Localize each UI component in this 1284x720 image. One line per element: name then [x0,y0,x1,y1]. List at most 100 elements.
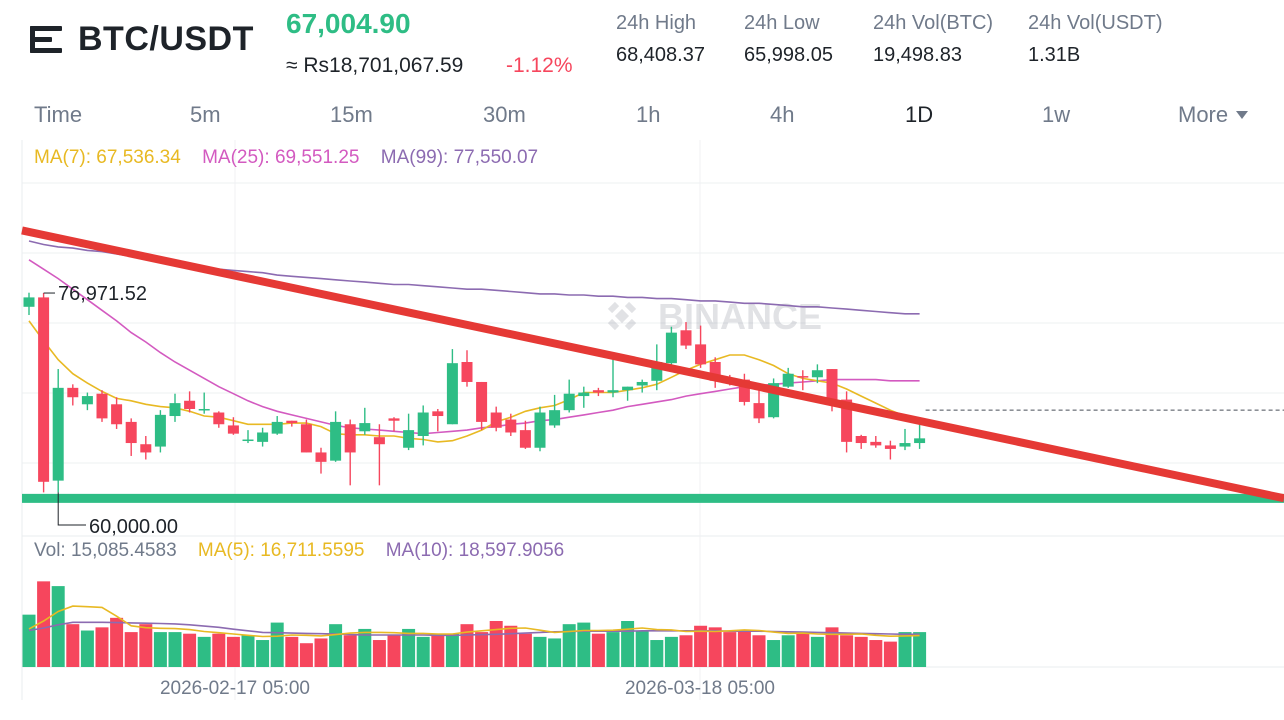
candle-body [709,362,721,381]
volume-bar [737,630,751,667]
volume-bar [504,625,518,667]
candle-body [359,423,371,432]
stat-label: 24h Low [744,12,820,34]
candle-body [841,399,853,442]
volume-bar [153,632,167,667]
candle-body [578,392,590,397]
volume-bar [489,621,503,667]
candle-body [111,404,123,425]
candle-body [140,444,152,453]
pair-title[interactable]: BTC/USDT [78,20,254,58]
tab-1w[interactable]: 1w [1042,102,1071,127]
candle [315,447,327,474]
low-marker-label: 60,000.00 [89,516,178,538]
candle [622,386,634,401]
candle [753,390,765,424]
stat-value: 19,498.83 [873,44,962,66]
legend-vol: Vol: 15,085.4583 [34,540,177,561]
tab-time[interactable]: Time [34,102,83,127]
candle-body [417,412,429,436]
volume-bar [810,636,824,667]
ticker-header: BTC/USDT 67,004.90 ≈ Rs18,701,067.59 -1.… [0,0,1284,92]
volume-bar [825,627,839,667]
volume-bar [445,633,459,667]
tab-more[interactable]: More [1178,102,1249,128]
candle-body [388,418,400,421]
candle-body [125,421,137,444]
tab-1d[interactable]: 1D [905,102,934,127]
candle-body [855,436,867,444]
volume-bar [22,614,36,667]
candle-body [490,412,502,428]
candle [111,397,123,429]
volume-bar [533,636,547,667]
candle [811,364,823,384]
last-price: 67,004.90 [286,8,411,39]
candle [534,406,546,452]
tab-1h[interactable]: 1h [636,102,661,127]
volume-bar [840,635,854,667]
candle [257,427,269,447]
candle-body [738,379,750,402]
candle [373,424,385,486]
volume-bar [781,635,795,667]
candle [242,430,254,444]
stat-value: 68,408.37 [616,44,705,66]
menu-icon[interactable] [30,26,64,54]
volume-bar [796,632,810,667]
legend-ma99: MA(99): 77,550.07 [380,147,539,168]
volume-bar [372,640,386,667]
volume-bar [124,632,138,667]
volume-layer [22,581,927,667]
volume-bar [621,621,635,667]
candle-body [67,387,79,398]
candle [563,379,575,413]
candle [665,326,677,366]
candle-body [476,381,488,422]
stat-label: 24h Vol(USDT) [1028,12,1163,34]
candle-body [432,411,444,417]
volume-bar [635,630,649,667]
candle [782,367,794,388]
stat-value: 65,998.05 [744,44,833,66]
volume-bar [37,581,51,667]
volume-bar [664,636,678,667]
x-axis-label: 2026-03-18 05:00 [625,678,775,699]
candle-body [52,387,64,481]
volume-bar [883,641,897,667]
price-ma-legend: MA(7): 67,536.34 MA(25): 69,551.25 MA(99… [34,147,554,169]
candle [884,440,896,460]
candles-layer [23,292,926,493]
candle [96,390,108,422]
candle-body [680,330,692,346]
interval-tabs: Time 5m 15m 30m 1h 4h 1D 1w More [0,98,1284,136]
volume-bar [66,624,80,667]
candle-body [505,419,517,433]
tab-30m[interactable]: 30m [483,102,526,127]
volume-bar [285,636,299,667]
candle-body [403,430,415,448]
candle-body [81,396,93,405]
tab-more-label: More [1178,102,1229,127]
candle [446,349,458,425]
candle [490,406,502,432]
candle-body [870,441,882,446]
candle [125,418,137,456]
volume-bar [694,625,708,667]
candle [417,405,429,446]
ma25-line [28,259,920,435]
candle-body [198,408,210,411]
candle [461,350,473,387]
price-change-percent: -1.12% [506,54,573,77]
tab-15m[interactable]: 15m [330,102,373,127]
candle [578,386,590,408]
candle-body [315,452,327,462]
candle [403,413,415,451]
tab-5m[interactable]: 5m [190,102,221,127]
volume-bar [270,622,284,667]
volume-bar [854,636,868,667]
volume-bar [183,633,197,667]
tab-4h[interactable]: 4h [770,102,795,127]
candle-body [651,362,663,381]
